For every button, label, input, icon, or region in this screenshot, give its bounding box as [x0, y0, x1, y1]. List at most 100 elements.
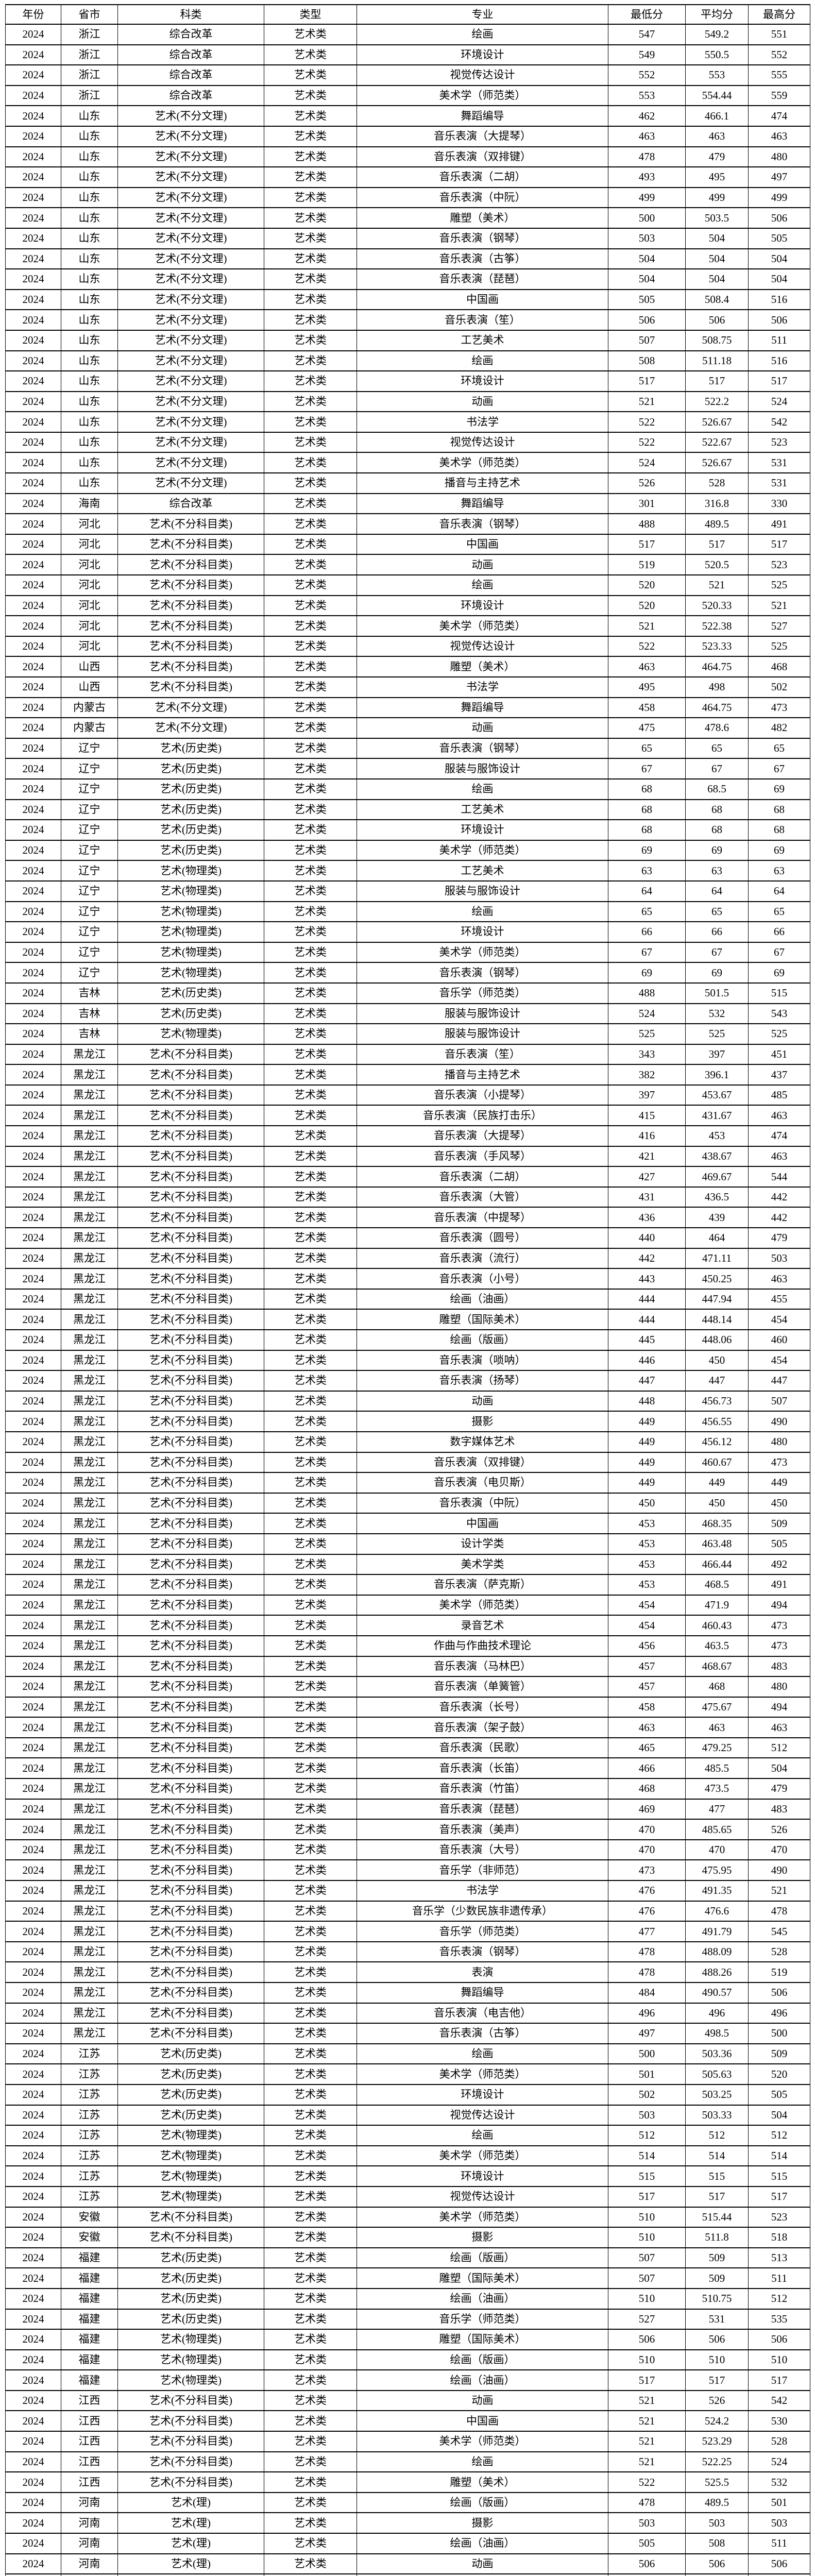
cell-type: 艺术类: [264, 839, 357, 861]
table-row: 2024 福建 艺术(物理类) 艺术类 绘画（版画） 510 510 510: [5, 2349, 810, 2371]
cell-min-score: 552: [608, 64, 686, 86]
cell-province: 黑龙江: [61, 1105, 118, 1127]
cell-subject-category: 艺术(历史类): [117, 2043, 264, 2065]
cell-major: 服装与服饰设计: [356, 1003, 608, 1025]
cell-major: 音乐表演（中阮）: [356, 1492, 608, 1514]
table-row: 2024 黑龙江 艺术(不分科目类) 艺术类 绘画（油画） 444 447.94 455: [5, 1288, 810, 1310]
cell-min-score: 496: [608, 2002, 686, 2024]
cell-avg-score: 488.26: [685, 1961, 749, 1983]
cell-min-score: 415: [608, 1105, 686, 1127]
cell-min-score: 512: [608, 2125, 686, 2146]
cell-major: 雕塑（美术）: [356, 2471, 608, 2493]
cell-year: 2024: [5, 1003, 61, 1025]
cell-avg-score: 468: [685, 1676, 749, 1698]
cell-avg-score: 522.38: [685, 615, 749, 637]
cell-major: 美术学（师范类）: [356, 2206, 608, 2228]
cell-subject-category: 艺术(不分文理): [117, 289, 264, 311]
table-row: 2024 黑龙江 艺术(不分科目类) 艺术类 音乐表演（笙） 343 397 451: [5, 1043, 810, 1065]
cell-type: 艺术类: [264, 880, 357, 902]
table-row: 2024 黑龙江 艺术(不分科目类) 艺术类 音乐表演（电吉他） 496 496 496: [5, 2002, 810, 2024]
cell-province: 辽宁: [61, 819, 118, 841]
cell-year: 2024: [5, 2471, 61, 2493]
table-row: 2024 辽宁 艺术(物理类) 艺术类 工艺美术 63 63 63: [5, 860, 810, 882]
cell-avg-score: 517: [685, 2369, 749, 2391]
cell-major: 绘画: [356, 2451, 608, 2473]
cell-year: 2024: [5, 1819, 61, 1840]
table-row: 2024 吉林 艺术(历史类) 艺术类 服装与服饰设计 524 532 543: [5, 1003, 810, 1025]
cell-max-score: 492: [748, 1553, 810, 1575]
cell-max-score: 454: [748, 1349, 810, 1371]
cell-min-score: 514: [608, 2145, 686, 2167]
cell-avg-score: 532: [685, 1003, 749, 1025]
cell-min-score: 478: [608, 146, 686, 168]
table-row: 2024 辽宁 艺术(历史类) 艺术类 音乐表演（钢琴） 65 65 65: [5, 737, 810, 759]
cell-type: 艺术类: [264, 84, 357, 107]
cell-min-score: 499: [608, 187, 686, 209]
table-row: 2024 黑龙江 艺术(不分科目类) 艺术类 音乐表演（长笛） 466 485.5 504: [5, 1757, 810, 1780]
cell-min-score: 503: [608, 2104, 686, 2126]
cell-type: 艺术类: [264, 1064, 357, 1086]
cell-type: 艺术类: [264, 44, 357, 66]
cell-major: 绘画: [356, 24, 608, 45]
cell-max-score: 528: [748, 2431, 810, 2452]
cell-province: 辽宁: [61, 941, 118, 963]
table-row: 2024 黑龙江 艺术(不分科目类) 艺术类 音乐表演（民族打击乐） 415 431.67 4…: [5, 1105, 810, 1127]
cell-subject-category: 艺术(不分科目类): [117, 1145, 264, 1167]
cell-subject-category: 艺术(不分科目类): [117, 1227, 264, 1249]
cell-avg-score: 488.09: [685, 1941, 749, 1963]
cell-type: 艺术类: [264, 574, 357, 596]
cell-subject-category: 艺术(不分科目类): [117, 1043, 264, 1065]
cell-type: 艺术类: [264, 309, 357, 331]
table-row: 2024 黑龙江 艺术(不分科目类) 艺术类 作曲与作曲技术理论 456 463.5 473: [5, 1635, 810, 1657]
cell-year: 2024: [5, 146, 61, 168]
table-row: 2024 黑龙江 艺术(不分科目类) 艺术类 摄影 449 456.55 490: [5, 1411, 810, 1432]
cell-major: 绘画（油画）: [356, 1288, 608, 1310]
cell-type: 艺术类: [264, 1696, 357, 1718]
cell-min-score: 453: [608, 1574, 686, 1596]
cell-year: 2024: [5, 1166, 61, 1188]
cell-max-score: 517: [748, 370, 810, 392]
cell-province: 河北: [61, 533, 118, 555]
table-row: 2024 黑龙江 艺术(不分科目类) 艺术类 音乐表演（流行） 442 471.11 503: [5, 1247, 810, 1269]
cell-avg-score: 496: [685, 2002, 749, 2024]
cell-avg-score: 525: [685, 1023, 749, 1045]
cell-major: 美术学类: [356, 1553, 608, 1575]
cell-max-score: 499: [748, 187, 810, 209]
cell-min-score: 506: [608, 2329, 686, 2350]
table-row: 2024 黑龙江 艺术(不分科目类) 艺术类 音乐表演（民歌） 465 479.25 512: [5, 1737, 810, 1759]
cell-type: 艺术类: [264, 635, 357, 657]
cell-min-score: 507: [608, 2267, 686, 2289]
cell-avg-score: 468.35: [685, 1513, 749, 1534]
cell-year: 2024: [5, 2267, 61, 2289]
cell-max-score: 552: [748, 44, 810, 66]
cell-avg-score: 508.4: [685, 289, 749, 311]
cell-province: 黑龙江: [61, 1349, 118, 1371]
cell-max-score: 511: [748, 329, 810, 351]
cell-type: 艺术类: [264, 2267, 357, 2289]
cell-max-score: 525: [748, 635, 810, 657]
table-row: 2024 黑龙江 艺术(不分科目类) 艺术类 音乐表演（小号） 443 450.25 463: [5, 1268, 810, 1290]
cell-max-score: 463: [748, 1717, 810, 1738]
table-row: 2024 黑龙江 艺术(不分科目类) 艺术类 音乐表演（扬琴） 447 447 447: [5, 1370, 810, 1392]
cell-min-score: 522: [608, 2471, 686, 2493]
cell-avg-score: 447.94: [685, 1288, 749, 1310]
cell-province: 黑龙江: [61, 1043, 118, 1065]
cell-max-score: 543: [748, 1003, 810, 1025]
cell-subject-category: 艺术(不分科目类): [117, 1513, 264, 1534]
cell-type: 艺术类: [264, 2573, 357, 2576]
cell-type: 艺术类: [264, 778, 357, 800]
cell-province: 黑龙江: [61, 1717, 118, 1738]
table-row: 2024 江苏 艺术(物理类) 艺术类 视觉传达设计 517 517 517: [5, 2185, 810, 2208]
table-row: 2024 河南 艺术(理) 艺术类 动画 506 506 506: [5, 2553, 810, 2575]
cell-major: 环境设计: [356, 595, 608, 617]
table-row: 2024 黑龙江 艺术(不分科目类) 艺术类 音乐表演（马林巴） 457 468.67 483: [5, 1655, 810, 1677]
cell-major: 中国画: [356, 533, 608, 555]
cell-subject-category: 艺术(理): [117, 2553, 264, 2575]
cell-min-score: 522: [608, 431, 686, 453]
cell-subject-category: 艺术(不分文理): [117, 105, 264, 127]
table-header-row: 年份 省市 科类 类型 专业 最低分 平均分 最高分: [5, 4, 810, 25]
table-row: 2024 福建 艺术(历史类) 艺术类 雕塑（国际美术） 507 509 511: [5, 2267, 810, 2289]
cell-year: 2024: [5, 615, 61, 637]
cell-subject-category: 艺术(不分科目类): [117, 2227, 264, 2248]
table-row: 2024 浙江 综合改革 艺术类 美术学（师范类） 553 554.44 559: [5, 84, 810, 107]
